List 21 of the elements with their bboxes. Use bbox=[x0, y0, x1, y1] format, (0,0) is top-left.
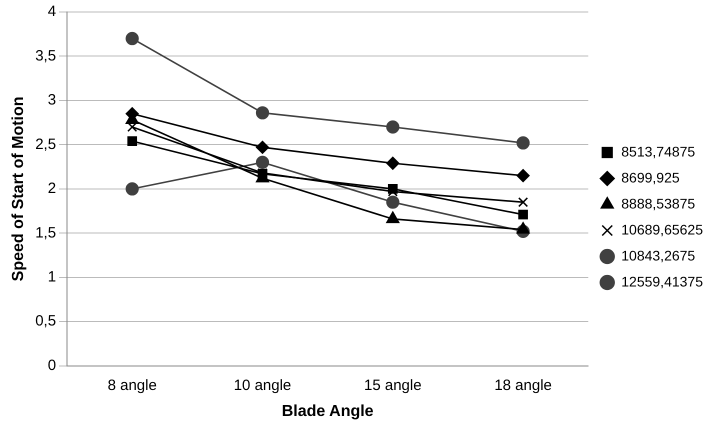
legend-label: 8513,74875 bbox=[621, 143, 696, 160]
y-axis-title: Speed of Start of Motion bbox=[10, 96, 28, 282]
legend-label: 8888,53875 bbox=[621, 195, 696, 212]
legend-label: 8699,925 bbox=[621, 169, 680, 186]
x-tick-label: 18 angle bbox=[494, 376, 552, 394]
legend-label: 10843,2675 bbox=[621, 247, 696, 264]
y-tick-label: 0 bbox=[48, 356, 56, 374]
y-tick-label: 2 bbox=[48, 180, 56, 198]
legend-label: 12559,41375 bbox=[621, 273, 704, 290]
y-tick-label: 1 bbox=[48, 268, 56, 286]
y-tick-label: 3 bbox=[48, 92, 56, 109]
y-tick-label: 1,5 bbox=[35, 224, 56, 242]
x-tick-label: 8 angle bbox=[108, 376, 157, 394]
y-tick-label: 2,5 bbox=[35, 136, 56, 153]
x-tick-label: 15 angle bbox=[364, 376, 422, 394]
legend-label: 10689,65625 bbox=[621, 221, 704, 238]
y-tick-label: 4 bbox=[48, 3, 56, 20]
x-axis-title: Blade Angle bbox=[282, 402, 374, 420]
y-tick-label: 0,5 bbox=[35, 312, 56, 330]
y-tick-label: 3,5 bbox=[35, 47, 56, 64]
x-tick-label: 10 angle bbox=[234, 376, 292, 394]
